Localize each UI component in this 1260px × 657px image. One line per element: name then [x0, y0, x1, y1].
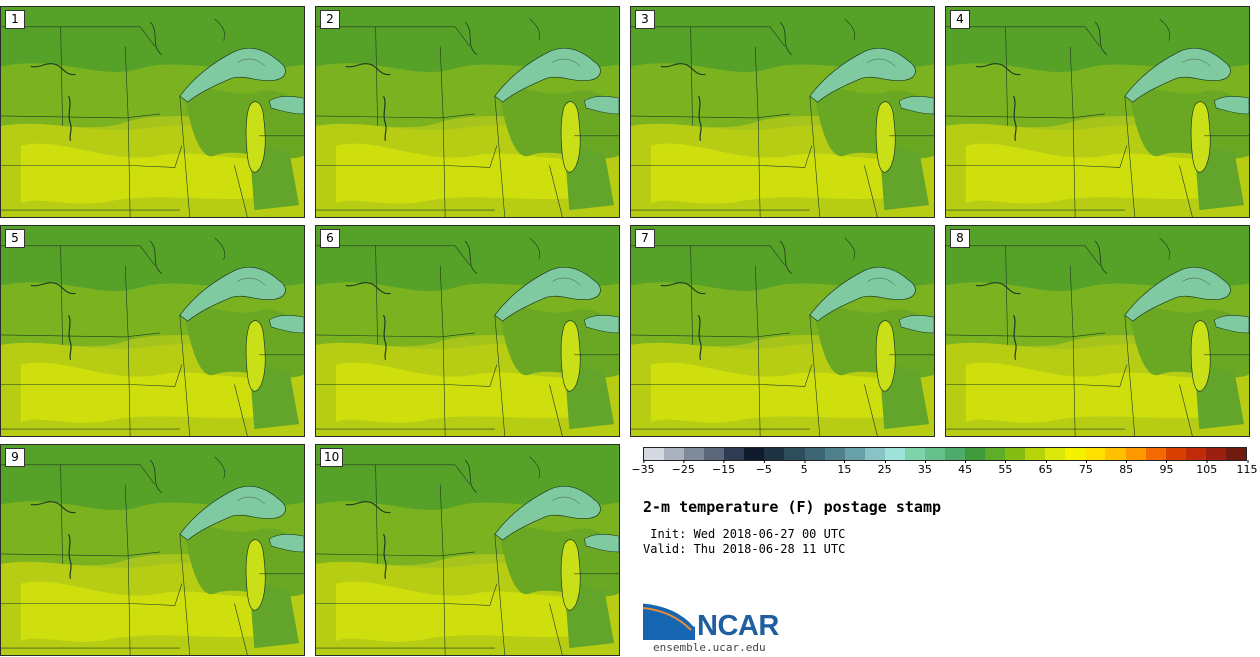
valid-time: Valid: Thu 2018-06-28 11 UTC: [643, 542, 846, 556]
colorbar-tick-label: 85: [1119, 460, 1134, 476]
colorbar-swatch: [684, 448, 705, 460]
colorbar-ticks: −35 −25 −15 −5 5 15 25 35 45 55 65 75 85 95 105 115: [631, 460, 1258, 483]
temperature-map: [631, 226, 934, 436]
colorbar-swatch: [724, 448, 745, 460]
colorbar-swatch: [944, 448, 965, 460]
colorbar-swatch: [1185, 448, 1206, 460]
colorbar-tick-label: −5: [755, 460, 772, 476]
colorbar-tick-label: 95: [1159, 460, 1174, 476]
member-number: 10: [320, 448, 344, 467]
member-number: 6: [320, 229, 340, 248]
stamp-panel[interactable]: 10: [315, 444, 620, 656]
colorbar-swatch: [784, 448, 805, 460]
colorbar-tick-label: −25: [671, 460, 695, 476]
member-number: 9: [5, 448, 25, 467]
temperature-map: [316, 445, 619, 655]
temperature-map: [1, 445, 304, 655]
colorbar-tick-label: 105: [1196, 460, 1218, 476]
init-time: Init: Wed 2018-06-27 00 UTC: [643, 527, 846, 541]
colorbar-swatch: [804, 448, 825, 460]
member-number: 1: [5, 10, 25, 29]
colorbar-tick-label: −15: [711, 460, 736, 476]
member-number: 5: [5, 229, 25, 248]
member-number: 2: [320, 10, 340, 29]
colorbar-swatch: [1165, 448, 1186, 460]
colorbar-swatch: [965, 448, 986, 460]
colorbar-swatch: [1045, 448, 1066, 460]
colorbar-swatch: [1105, 448, 1126, 460]
colorbar-tick-label: 55: [998, 460, 1013, 476]
stamp-panel[interactable]: 8: [945, 225, 1250, 437]
colorbar-tick-label: 35: [917, 460, 932, 476]
colorbar-swatch: [664, 448, 685, 460]
stamp-panel[interactable]: 6: [315, 225, 620, 437]
colorbar-swatch: [1005, 448, 1026, 460]
colorbar-tick-label: 25: [877, 460, 892, 476]
member-number: 7: [635, 229, 655, 248]
colorbar-swatch: [884, 448, 905, 460]
temperature-colorbar: [643, 447, 1247, 461]
stamp-panel[interactable]: 4: [945, 6, 1250, 218]
colorbar-swatch: [904, 448, 925, 460]
colorbar-swatch: [844, 448, 865, 460]
stamp-panel[interactable]: 2: [315, 6, 620, 218]
figure-title: 2-m temperature (F) postage stamp: [643, 498, 942, 516]
colorbar-swatch: [924, 448, 945, 460]
temperature-map: [316, 226, 619, 436]
colorbar-tick-label: 115: [1236, 460, 1258, 476]
temperature-map: [946, 7, 1249, 217]
colorbar-swatch: [1145, 448, 1166, 460]
colorbar-swatch: [1125, 448, 1146, 460]
colorbar-swatch: [1025, 448, 1046, 460]
temperature-map: [946, 226, 1249, 436]
colorbar-swatch: [1225, 448, 1246, 460]
colorbar-tick-label: 15: [837, 460, 852, 476]
colorbar-tick-label: −35: [631, 460, 655, 476]
colorbar-swatch: [644, 448, 665, 460]
colorbar-swatch: [1065, 448, 1086, 460]
colorbar-swatch: [1085, 448, 1106, 460]
temperature-map: [1, 7, 304, 217]
member-number: 4: [950, 10, 970, 29]
temperature-map: [316, 7, 619, 217]
colorbar-swatch: [744, 448, 765, 460]
colorbar-tick-label: 75: [1078, 460, 1093, 476]
stamp-panel[interactable]: 7: [630, 225, 935, 437]
colorbar-swatch: [824, 448, 845, 460]
stamp-panel[interactable]: 3: [630, 6, 935, 218]
colorbar-tick-label: 5: [800, 460, 808, 476]
member-number: 3: [635, 10, 655, 29]
member-number: 8: [950, 229, 970, 248]
colorbar-tick-label: 45: [958, 460, 973, 476]
colorbar-swatch: [985, 448, 1006, 460]
ncar-logo-icon: [643, 600, 697, 640]
stamp-panel[interactable]: 1: [0, 6, 305, 218]
temperature-map: [1, 226, 304, 436]
stamp-panel[interactable]: 9: [0, 444, 305, 656]
colorbar-tick-label: 65: [1038, 460, 1053, 476]
ncar-wordmark: NCAR: [697, 610, 779, 642]
temperature-map: [631, 7, 934, 217]
colorbar-swatch: [704, 448, 725, 460]
colorbar-swatch: [864, 448, 885, 460]
site-url[interactable]: ensemble.ucar.edu: [653, 641, 766, 654]
stamp-panel[interactable]: 5: [0, 225, 305, 437]
colorbar-swatch: [764, 448, 785, 460]
colorbar-swatch: [1205, 448, 1226, 460]
